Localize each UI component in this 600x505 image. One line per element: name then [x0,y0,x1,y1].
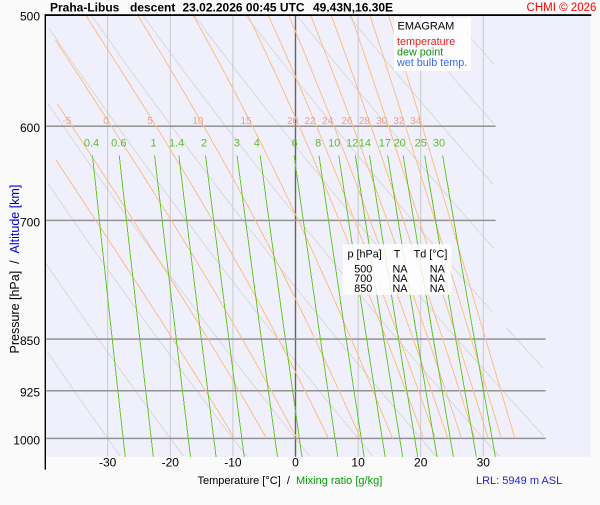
svg-text:T: T [394,249,401,261]
svg-text:32: 32 [393,116,405,127]
svg-text:0.4: 0.4 [84,137,99,149]
svg-text:1000: 1000 [13,433,40,447]
svg-text:-5: -5 [62,116,71,127]
svg-text:34: 34 [410,116,422,127]
svg-text:8: 8 [315,137,321,149]
svg-text:850: 850 [354,283,372,295]
svg-text:10: 10 [192,116,204,127]
svg-text:p [hPa]: p [hPa] [348,249,382,261]
svg-text:NA: NA [393,263,409,275]
svg-text:0: 0 [103,116,109,127]
svg-text:NA: NA [393,273,409,285]
svg-text:Pressure [hPa] / Altitude [k: Pressure [hPa] / Altitude [km] [8,185,22,354]
svg-text:5: 5 [147,116,153,127]
svg-text:30: 30 [477,455,491,469]
svg-text:Td [°C]: Td [°C] [414,249,448,261]
svg-text:0: 0 [292,455,299,469]
svg-text:700: 700 [20,215,40,229]
svg-text:10: 10 [328,137,340,149]
svg-text:-10: -10 [224,455,242,469]
svg-text:14: 14 [359,137,371,149]
svg-text:15: 15 [240,116,252,127]
svg-text:23.02.2026 00:45 UTC: 23.02.2026 00:45 UTC [183,0,305,14]
svg-text:LRL: 5949 m ASL: LRL: 5949 m ASL [476,475,562,487]
svg-text:NA: NA [393,283,409,295]
svg-text:NA: NA [430,263,446,275]
svg-text:20: 20 [414,455,428,469]
svg-text:NA: NA [430,273,446,285]
svg-text:Praha-Libus: Praha-Libus [50,0,120,14]
svg-text:12: 12 [346,137,358,149]
svg-text:30: 30 [376,116,388,127]
svg-text:28: 28 [359,116,371,127]
svg-text:25: 25 [415,137,427,149]
svg-text:22: 22 [304,116,316,127]
svg-text:NA: NA [430,283,446,295]
svg-text:2: 2 [201,137,207,149]
svg-text:850: 850 [20,334,40,348]
svg-text:Temperature [°C] / Mixing ra: Temperature [°C] / Mixing ratio [g/kg] [198,475,383,487]
svg-text:500: 500 [20,10,40,24]
svg-text:descent: descent [130,0,175,14]
svg-text:6: 6 [292,137,298,149]
svg-text:-20: -20 [162,455,180,469]
svg-text:49.43N,16.30E: 49.43N,16.30E [313,0,393,14]
svg-text:30: 30 [433,137,445,149]
svg-text:500: 500 [354,263,372,275]
svg-text:EMAGRAM: EMAGRAM [398,21,455,33]
svg-text:wet bulb temp.: wet bulb temp. [396,57,467,69]
svg-text:20: 20 [287,116,299,127]
svg-text:10: 10 [351,455,365,469]
svg-text:700: 700 [354,273,372,285]
svg-text:1: 1 [150,137,156,149]
svg-text:17: 17 [379,137,391,149]
svg-text:CHMI © 2026: CHMI © 2026 [527,2,597,14]
svg-text:20: 20 [394,137,406,149]
svg-text:600: 600 [20,121,40,135]
svg-text:0.6: 0.6 [111,137,126,149]
svg-text:24: 24 [322,116,334,127]
svg-text:1.4: 1.4 [169,137,184,149]
svg-text:temperature: temperature [397,36,455,48]
svg-text:3: 3 [234,137,240,149]
svg-text:26: 26 [341,116,353,127]
svg-text:-30: -30 [99,455,117,469]
svg-text:4: 4 [254,137,260,149]
svg-text:dew point: dew point [397,46,443,58]
svg-text:925: 925 [20,386,40,400]
